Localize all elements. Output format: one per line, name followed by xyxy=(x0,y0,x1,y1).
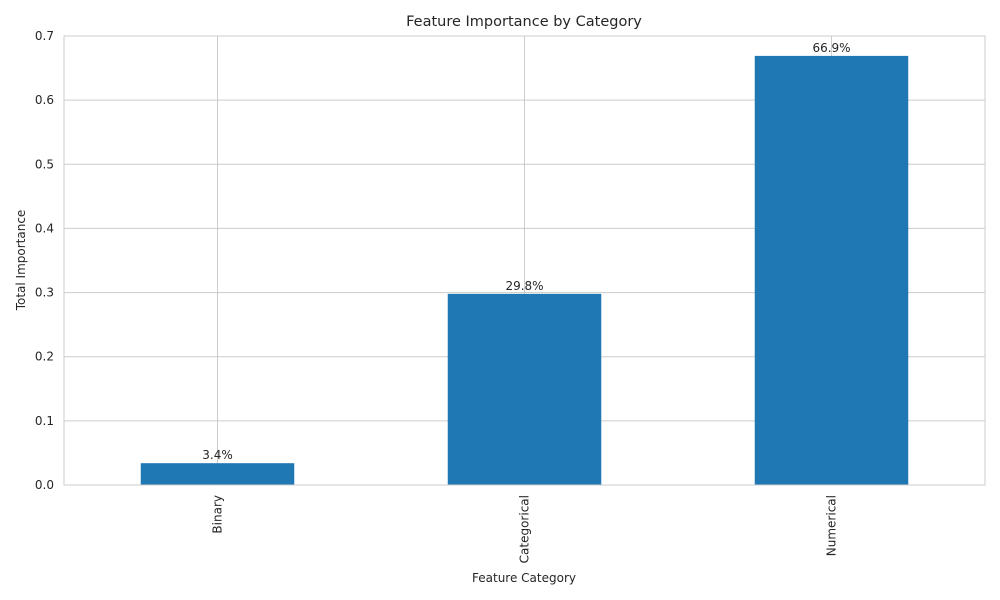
plot-frame xyxy=(63,35,986,486)
chart-title: Feature Importance by Category xyxy=(406,14,642,30)
x-tick-label: Categorical xyxy=(518,495,532,563)
y-axis-title: Total Importance xyxy=(14,210,28,312)
x-tick-label: Binary xyxy=(211,495,225,534)
bar-categorical xyxy=(447,293,602,485)
y-tick-label: 0.6 xyxy=(35,93,54,107)
y-tick-label: 0.5 xyxy=(35,157,54,171)
y-tick-label: 0.4 xyxy=(35,221,54,235)
data-label: 66.9% xyxy=(812,41,850,55)
bar-numerical xyxy=(754,55,909,486)
y-tick-label: 0.7 xyxy=(35,29,54,43)
x-tick-label: Numerical xyxy=(825,495,839,556)
x-tick-labels: Binary Categorical Numerical xyxy=(211,495,839,563)
bars xyxy=(140,55,909,486)
data-label: 3.4% xyxy=(202,448,233,462)
data-label: 29.8% xyxy=(505,279,543,293)
y-tick-labels: 0.0 0.1 0.2 0.3 0.4 0.5 0.6 0.7 xyxy=(35,29,54,492)
y-tick-label: 0.1 xyxy=(35,414,54,428)
bar-binary xyxy=(140,463,295,485)
y-tick-label: 0.3 xyxy=(35,286,54,300)
y-tick-label: 0.0 xyxy=(35,478,54,492)
x-axis-title: Feature Category xyxy=(472,571,576,585)
data-labels: 3.4% 29.8% 66.9% xyxy=(202,41,850,462)
y-tick-label: 0.2 xyxy=(35,350,54,364)
